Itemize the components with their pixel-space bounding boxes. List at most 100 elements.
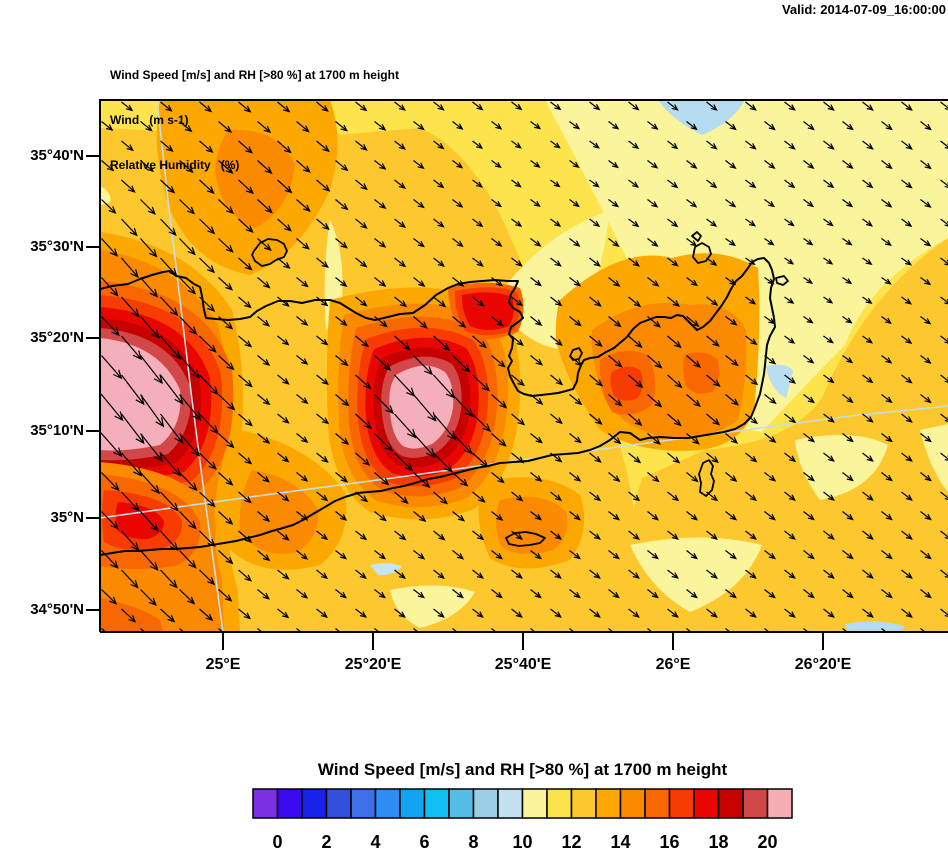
wind-arrow [218, 433, 235, 449]
wind-arrow [199, 413, 219, 435]
wind-arrow [316, 569, 329, 580]
wind-arrow [335, 199, 349, 211]
wind-arrow [628, 218, 640, 228]
wind-arrow [881, 394, 893, 404]
wind-arrow [83, 258, 98, 274]
wind-arrow [589, 530, 601, 540]
lon-label: 25°E [205, 656, 241, 673]
wind-arrow [140, 199, 156, 215]
colorbar-cell [374, 788, 401, 819]
wind-arrow [374, 511, 387, 522]
wind-arrow [745, 335, 758, 346]
wind-arrow [472, 374, 491, 392]
wind-arrow [218, 550, 234, 565]
wind-arrow [374, 238, 387, 248]
colorbar-cell [742, 788, 769, 819]
wind-arrow [823, 608, 835, 618]
wind-arrow [394, 608, 406, 618]
wind-arrow [920, 355, 932, 364]
graticule-meridian-25E [156, 100, 224, 632]
wind-arrow [667, 608, 679, 618]
wind-arrow [920, 160, 932, 170]
wind-arrow [686, 121, 698, 131]
wind-arrow [374, 589, 386, 599]
wind-arrow [101, 355, 123, 380]
colorbar-tick-label: 2 [321, 832, 332, 852]
wind-arrow [257, 199, 273, 214]
wind-arrow [238, 296, 252, 309]
wind-arrow [491, 355, 506, 368]
colorbar-cell [472, 788, 499, 819]
wind-arrow [101, 550, 119, 569]
wind-arrow [784, 530, 796, 540]
wind-arrow [238, 530, 253, 543]
wind-arrow [628, 140, 640, 150]
wind-arrow [452, 199, 464, 208]
wind-arrow [901, 257, 912, 266]
wind-arrow [296, 589, 309, 599]
wind-arrow [140, 628, 146, 632]
wind-arrow [745, 179, 757, 189]
wind-arrow [589, 374, 604, 387]
wind-arrow [823, 218, 834, 227]
colorbar-cell [276, 788, 303, 819]
wind-arrow [550, 608, 562, 618]
coastline-island-5 [698, 459, 715, 497]
wind-arrow [589, 257, 601, 267]
colorbar-tick-label: 12 [561, 832, 582, 852]
wind-arrow [881, 550, 893, 560]
wind-arrow [394, 179, 407, 190]
wind-arrow [784, 101, 796, 111]
wind-arrow [238, 335, 253, 348]
wind-arrow [842, 628, 852, 632]
plot-title-line3: Relative Humidity (%) [110, 158, 240, 172]
wind-arrow [686, 433, 700, 445]
colorbar-cell [766, 788, 793, 819]
wind-arrow [725, 628, 735, 632]
coastline-main [100, 257, 776, 556]
wind-arrow [784, 491, 796, 502]
wind-arrow [394, 140, 406, 150]
wind-arrow [667, 374, 683, 389]
wind-arrow [199, 140, 214, 154]
colorbar-cell [693, 788, 720, 819]
wind-arrow [764, 355, 777, 365]
wind-arrow [121, 608, 137, 623]
wind-arrow [901, 374, 913, 384]
wind-arrow [199, 530, 216, 548]
wind-arrow [764, 238, 775, 246]
wind-arrow [179, 316, 198, 335]
wind-arrow [199, 491, 216, 508]
wind-arrow [491, 472, 505, 484]
wind-arrow [706, 218, 718, 227]
wind-arrow [569, 628, 579, 632]
wind-arrow [433, 257, 445, 268]
wind-arrow [608, 199, 620, 208]
wind-arrow [842, 433, 854, 443]
wind-arrow [218, 316, 234, 330]
wind-arrow [940, 491, 948, 500]
wind-arrow [433, 491, 448, 505]
wind-arrow [316, 335, 329, 346]
wind-arrow [335, 628, 345, 632]
wind-arrow [686, 589, 698, 599]
wind-arrow [394, 296, 408, 308]
wind-arrow [608, 433, 622, 445]
wind-arrow [296, 355, 309, 365]
wind-arrow [745, 296, 757, 305]
wind-arrow [608, 277, 621, 287]
coastline-island-6 [505, 531, 546, 547]
wind-arrow [881, 628, 891, 632]
wind-arrow [491, 394, 508, 409]
wind-arrow [179, 472, 198, 492]
wind-arrow [803, 121, 815, 131]
wind-arrow [179, 277, 197, 295]
field-region-corner-15 [100, 598, 163, 632]
wind-arrow [667, 491, 680, 502]
wind-arrow [491, 628, 501, 632]
wind-arrow [764, 433, 777, 444]
wind-arrow [179, 589, 196, 605]
wind-arrow [413, 238, 425, 248]
wind-arrow [569, 589, 581, 599]
